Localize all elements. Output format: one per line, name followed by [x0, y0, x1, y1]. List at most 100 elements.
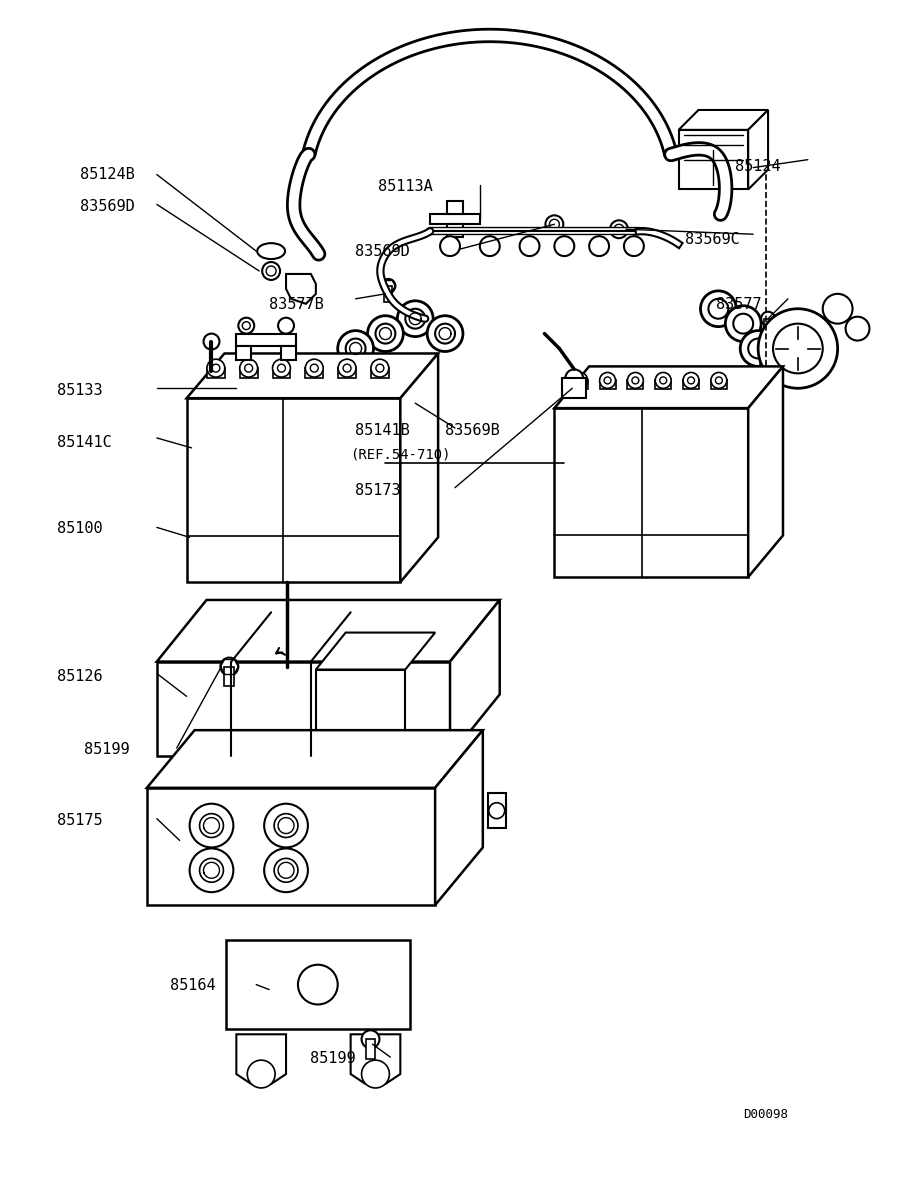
Circle shape	[768, 358, 788, 379]
Circle shape	[245, 364, 253, 372]
Circle shape	[701, 291, 736, 326]
Text: 85124: 85124	[734, 159, 780, 174]
Circle shape	[265, 804, 308, 848]
Polygon shape	[748, 367, 783, 577]
Circle shape	[748, 338, 768, 358]
Circle shape	[367, 316, 404, 351]
Circle shape	[725, 306, 761, 342]
Bar	[385, 286, 393, 301]
Bar	[315, 669, 405, 748]
Polygon shape	[400, 354, 438, 582]
Circle shape	[554, 236, 574, 256]
Polygon shape	[530, 34, 545, 46]
Text: 83577B: 83577B	[269, 297, 324, 312]
Text: D00098: D00098	[744, 1109, 789, 1122]
Circle shape	[338, 331, 374, 367]
Circle shape	[275, 858, 298, 882]
Text: 85113A: 85113A	[378, 179, 433, 193]
Circle shape	[212, 364, 220, 372]
Polygon shape	[236, 1034, 286, 1084]
Circle shape	[823, 294, 853, 324]
Circle shape	[376, 364, 384, 372]
Circle shape	[221, 658, 238, 675]
Circle shape	[576, 377, 584, 383]
Circle shape	[265, 849, 308, 893]
Circle shape	[758, 309, 838, 388]
Circle shape	[489, 802, 504, 819]
Polygon shape	[679, 110, 768, 129]
Circle shape	[604, 377, 611, 383]
Circle shape	[708, 299, 728, 318]
Polygon shape	[157, 599, 500, 661]
Circle shape	[549, 220, 559, 229]
Circle shape	[610, 221, 628, 239]
Circle shape	[435, 324, 455, 343]
Polygon shape	[186, 354, 438, 398]
Circle shape	[711, 373, 727, 388]
Bar	[371, 368, 389, 379]
Circle shape	[624, 236, 644, 256]
Text: 85141C: 85141C	[57, 434, 112, 450]
Bar	[157, 661, 450, 756]
Bar	[338, 368, 356, 379]
Bar	[236, 345, 251, 361]
Circle shape	[243, 322, 250, 330]
Text: 83569D: 83569D	[80, 199, 135, 214]
Circle shape	[298, 965, 338, 1004]
Circle shape	[382, 279, 395, 293]
Text: 85126: 85126	[57, 668, 103, 684]
Circle shape	[600, 373, 615, 388]
Circle shape	[397, 300, 433, 337]
Circle shape	[343, 364, 351, 372]
Bar	[430, 215, 480, 224]
Bar	[563, 379, 586, 398]
Bar	[679, 129, 748, 190]
Bar	[488, 793, 505, 827]
Bar	[186, 398, 400, 582]
Bar	[273, 368, 290, 379]
Bar	[281, 345, 296, 361]
Circle shape	[266, 266, 276, 275]
Circle shape	[440, 236, 460, 256]
Polygon shape	[316, 110, 330, 127]
Circle shape	[761, 312, 775, 325]
Polygon shape	[390, 47, 405, 62]
Bar	[365, 1040, 375, 1059]
Bar	[655, 380, 671, 389]
Bar	[572, 380, 588, 389]
Text: 85124B: 85124B	[80, 167, 135, 182]
Circle shape	[520, 236, 539, 256]
Bar	[627, 380, 644, 389]
Circle shape	[238, 318, 255, 334]
Bar	[554, 408, 748, 577]
Circle shape	[310, 364, 318, 372]
Circle shape	[655, 373, 671, 388]
Text: 85100: 85100	[57, 521, 103, 537]
Polygon shape	[286, 274, 315, 304]
Circle shape	[565, 369, 584, 387]
Circle shape	[371, 360, 389, 377]
Circle shape	[190, 849, 234, 893]
Bar	[305, 368, 324, 379]
Circle shape	[405, 309, 425, 329]
Text: 85175: 85175	[57, 813, 103, 827]
Circle shape	[687, 377, 694, 383]
Circle shape	[589, 236, 609, 256]
Polygon shape	[147, 730, 483, 788]
Polygon shape	[642, 100, 656, 115]
Bar	[711, 380, 727, 389]
Polygon shape	[351, 1034, 400, 1084]
Ellipse shape	[257, 243, 285, 259]
Circle shape	[614, 224, 624, 234]
Circle shape	[200, 813, 224, 838]
Text: 85164: 85164	[170, 978, 215, 992]
Circle shape	[375, 324, 395, 343]
Bar	[225, 667, 235, 686]
Text: 85199: 85199	[85, 742, 130, 757]
Text: 85141B: 85141B	[355, 424, 410, 438]
Circle shape	[200, 858, 224, 882]
Text: 83577: 83577	[716, 297, 762, 312]
Circle shape	[190, 804, 234, 848]
Polygon shape	[554, 367, 783, 408]
Circle shape	[277, 364, 285, 372]
